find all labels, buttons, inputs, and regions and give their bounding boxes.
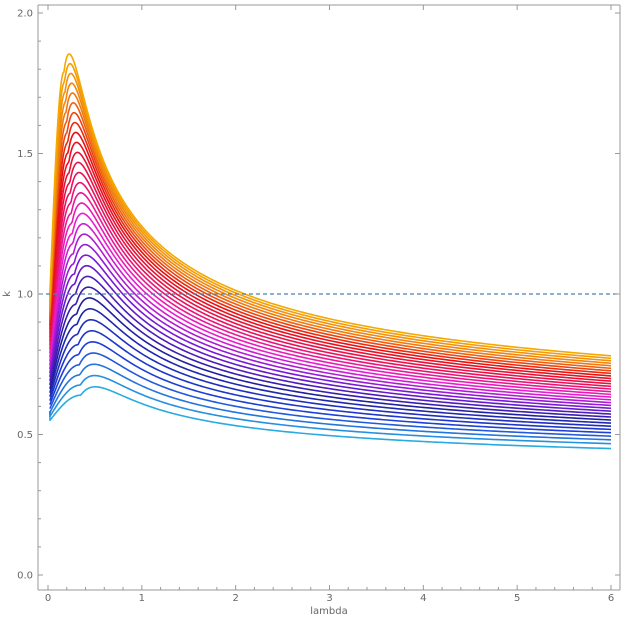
- series-line: [49, 243, 612, 407]
- x-tick-label: 3: [326, 593, 332, 604]
- series-line: [49, 374, 612, 445]
- curve-family: [49, 53, 612, 450]
- x-axis-ticks: 0 1 2 3 4 5 6: [45, 5, 614, 604]
- series-line: [49, 53, 612, 357]
- series-line: [49, 233, 612, 404]
- series-line: [49, 352, 612, 437]
- series-line: [49, 308, 612, 424]
- x-axis-label: lambda: [310, 606, 347, 617]
- x-tick-label: 5: [514, 593, 520, 604]
- series-line: [49, 318, 612, 427]
- series-line: [49, 341, 612, 434]
- series-line: [49, 151, 612, 382]
- series-line: [49, 111, 612, 372]
- x-tick-label: 2: [232, 593, 238, 604]
- y-axis-ticks: 0.0 0.5 1.0 1.5 2.0: [17, 9, 620, 582]
- series-line: [49, 297, 612, 421]
- y-tick-label: 1.5: [17, 149, 33, 160]
- series-line: [49, 192, 612, 393]
- series-line: [49, 275, 612, 415]
- series-line: [49, 101, 612, 370]
- series-line: [49, 72, 612, 362]
- series-line: [49, 386, 612, 450]
- y-tick-label: 0.0: [17, 571, 33, 582]
- series-line: [49, 121, 612, 375]
- series-line: [49, 62, 612, 360]
- x-tick-label: 6: [608, 593, 614, 604]
- series-line: [49, 222, 612, 401]
- series-line: [49, 202, 612, 396]
- series-line: [49, 171, 612, 388]
- series-line: [49, 254, 612, 410]
- series-line: [49, 181, 612, 390]
- y-tick-label: 1.0: [17, 290, 33, 301]
- series-line: [49, 141, 612, 380]
- y-tick-label: 2.0: [17, 9, 33, 20]
- x-tick-label: 4: [420, 593, 426, 604]
- series-line: [49, 212, 612, 398]
- y-tick-label: 0.5: [17, 430, 33, 441]
- series-line: [49, 131, 612, 377]
- series-line: [49, 264, 612, 412]
- series-line: [49, 82, 612, 365]
- series-line: [49, 329, 612, 431]
- series-line: [49, 363, 612, 441]
- series-line: [49, 92, 612, 367]
- y-axis-label: k: [2, 291, 13, 297]
- x-tick-label: 1: [139, 593, 145, 604]
- x-tick-label: 0: [45, 593, 51, 604]
- series-line: [49, 161, 612, 385]
- series-line: [49, 286, 612, 418]
